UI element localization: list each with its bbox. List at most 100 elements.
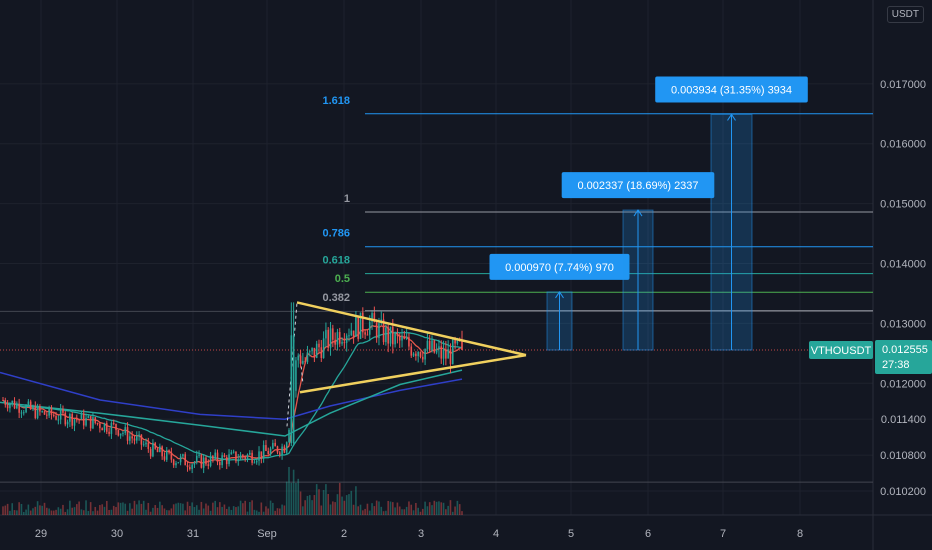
currency-label[interactable]: USDT bbox=[886, 6, 924, 23]
volume-bar bbox=[189, 505, 191, 515]
volume-bar bbox=[299, 491, 302, 515]
candle-body bbox=[345, 335, 348, 343]
volume-bar bbox=[209, 510, 212, 515]
candle-body bbox=[214, 452, 217, 459]
candle-body bbox=[302, 360, 304, 364]
candle-body bbox=[278, 452, 281, 455]
volume-bar bbox=[154, 505, 157, 515]
volume-bar bbox=[2, 506, 4, 515]
candle-body bbox=[138, 434, 140, 437]
candle-body bbox=[260, 451, 263, 459]
volume-bar bbox=[48, 508, 50, 515]
volume-bar bbox=[246, 511, 249, 515]
volume-bar bbox=[66, 509, 69, 515]
volume-bar bbox=[92, 511, 94, 515]
volume-bar bbox=[253, 509, 256, 515]
candle-body bbox=[373, 313, 376, 323]
candle-body bbox=[32, 406, 34, 410]
volume-bar bbox=[311, 500, 313, 515]
candle-body bbox=[237, 459, 240, 462]
volume-bar bbox=[272, 502, 274, 515]
candle-body bbox=[433, 340, 436, 353]
candle-body bbox=[57, 419, 60, 421]
candle-body bbox=[168, 450, 170, 453]
volume-bar bbox=[410, 504, 413, 515]
volume-bar bbox=[105, 500, 108, 515]
candle-body bbox=[378, 323, 380, 339]
volume-bar bbox=[357, 506, 360, 515]
volume-bar bbox=[200, 501, 203, 515]
time-axis[interactable]: 29 30 31 Sep 2 3 4 5 6 7 8 bbox=[35, 528, 803, 540]
candle-body bbox=[235, 451, 237, 462]
target-callout-label: 0.003934 (31.35%) 3934 bbox=[671, 84, 792, 96]
volume-bar bbox=[292, 469, 295, 515]
volume-bar bbox=[18, 502, 20, 515]
candle-body bbox=[255, 460, 258, 463]
candle-body bbox=[163, 456, 166, 460]
volume-bar bbox=[235, 507, 237, 515]
candle-body bbox=[18, 404, 20, 413]
candle-body bbox=[336, 332, 339, 345]
candle-body bbox=[341, 342, 343, 344]
volume-bar bbox=[46, 507, 48, 515]
candle-body bbox=[2, 400, 4, 402]
volume-bar bbox=[237, 506, 240, 515]
volume-bar bbox=[412, 510, 415, 515]
candle-body bbox=[327, 329, 330, 348]
candle-body bbox=[48, 407, 50, 416]
candle-body bbox=[27, 401, 30, 406]
volume-bar bbox=[255, 510, 258, 515]
candle-body bbox=[368, 321, 371, 335]
candlestick-series bbox=[2, 302, 463, 474]
volume-bar bbox=[108, 509, 110, 515]
candle-body bbox=[103, 423, 106, 431]
candle-body bbox=[313, 347, 316, 358]
volume-bar bbox=[69, 500, 71, 515]
volume-bar bbox=[398, 506, 401, 515]
candle-body bbox=[322, 338, 325, 358]
volume-bar bbox=[295, 482, 297, 515]
candle-body bbox=[198, 454, 200, 456]
candle-body bbox=[350, 330, 353, 336]
volume-bar bbox=[343, 500, 346, 515]
volume-bar bbox=[336, 494, 339, 515]
candle-body bbox=[193, 462, 196, 465]
price-axis[interactable]: 0.017000 0.016000 0.015000 0.014000 0.013000… bbox=[880, 79, 926, 498]
volume-bar bbox=[9, 510, 11, 515]
candle-body bbox=[41, 411, 44, 413]
time-tick-label: Sep bbox=[257, 528, 277, 540]
candle-body bbox=[228, 454, 230, 465]
candle-body bbox=[251, 452, 253, 463]
candle-body bbox=[329, 328, 332, 348]
volume-bar bbox=[85, 500, 87, 515]
volume-bar bbox=[205, 503, 207, 515]
volume-bar bbox=[99, 505, 101, 515]
volume-bar bbox=[341, 496, 343, 515]
candle-body bbox=[66, 421, 69, 425]
candle-body bbox=[142, 444, 145, 446]
candle-body bbox=[126, 427, 129, 441]
candle-body bbox=[269, 448, 272, 455]
volume-bar bbox=[149, 511, 152, 515]
fib-level-label: 0.618 bbox=[322, 255, 350, 267]
candle-body bbox=[34, 406, 37, 419]
volume-bar bbox=[4, 505, 7, 515]
volume-bar bbox=[458, 504, 461, 515]
volume-bar bbox=[22, 511, 25, 515]
volume-bar bbox=[267, 508, 270, 515]
volume-bar bbox=[285, 481, 288, 515]
volume-bar bbox=[29, 510, 32, 515]
candle-body bbox=[189, 467, 191, 470]
volume-bar bbox=[11, 503, 14, 515]
volume-bar bbox=[338, 482, 341, 515]
volume-bar bbox=[428, 502, 431, 515]
countdown-label: 27:38 bbox=[882, 359, 910, 371]
volume-bar bbox=[442, 502, 445, 515]
candle-body bbox=[445, 349, 447, 359]
candle-body bbox=[184, 454, 187, 466]
volume-bar bbox=[396, 502, 399, 515]
volume-bar bbox=[115, 507, 117, 515]
candle-body bbox=[366, 334, 369, 336]
candle-body bbox=[177, 462, 180, 464]
